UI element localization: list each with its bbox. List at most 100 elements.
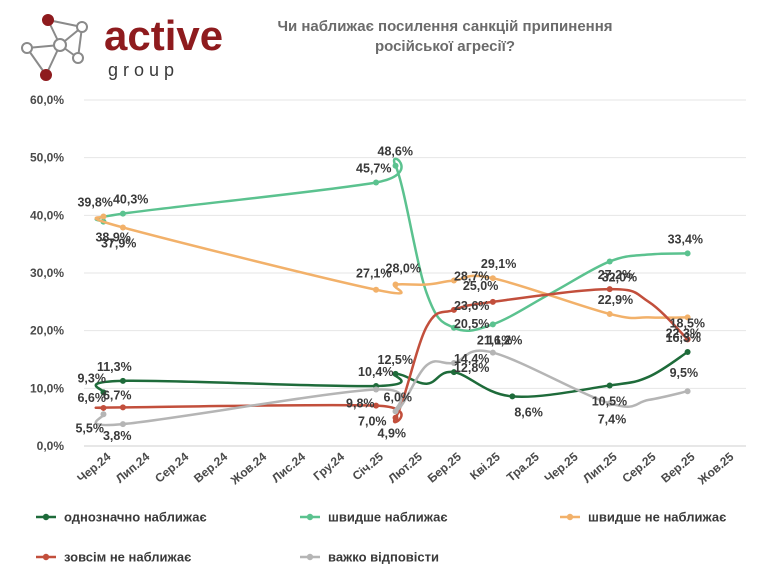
data-point [100,411,107,418]
data-point [373,286,380,293]
data-label: 8,6% [514,405,543,419]
x-tick-label: Жов.25 [694,449,736,488]
series-line [94,350,689,399]
x-tick-label: Сер.25 [619,449,658,485]
data-label: 6,7% [103,388,132,402]
y-tick-label: 30,0% [30,266,64,280]
data-point [606,286,613,293]
x-tick-label: Гру.24 [311,449,348,483]
data-label: 9,8% [346,396,375,410]
data-point [119,404,126,411]
x-tick-label: Вер.24 [191,449,230,485]
data-point [606,382,613,389]
x-tick-label: Лис.24 [269,449,308,485]
legend-marker [42,513,50,521]
data-label: 40,3% [113,193,148,207]
data-point [509,393,516,400]
data-label: 22,3% [666,326,701,340]
legend-marker [306,553,314,561]
data-label: 28,7% [454,269,489,283]
data-label: 29,1% [481,257,516,271]
data-point [606,258,613,265]
x-tick-label: Чер.24 [74,449,113,485]
data-point [119,377,126,384]
legend-label: швидше не наближає [588,510,726,525]
data-label: 16,3% [666,331,701,345]
data-label: 9,5% [670,366,699,380]
data-point [392,414,399,421]
data-label: 4,9% [378,427,407,441]
data-label: 7,4% [598,412,627,426]
data-label: 6,6% [77,391,106,405]
data-label: 18,5% [670,316,705,330]
series-line [94,215,688,320]
series-line [94,349,688,427]
data-label: 7,0% [358,415,387,429]
data-label: 12,5% [378,353,413,367]
x-tick-label: Січ.25 [350,449,387,483]
x-tick-label: Лип.24 [113,449,153,485]
data-label: 37,9% [101,236,136,250]
data-point [392,281,399,288]
data-label: 25,0% [463,279,498,293]
data-label: 20,5% [454,317,489,331]
chart-title-line-1: Чи наближає посилення санкцій припинення [277,18,612,35]
data-label: 39,8% [77,195,112,209]
data-label: 16,2% [487,334,522,348]
y-axis-ticks: 0,0% 10,0% 20,0% 30,0% 40,0% 50,0% 60,0% [30,93,64,453]
data-point [119,421,126,428]
data-point [489,321,496,328]
legend-label: важко відповісти [328,550,439,565]
y-tick-label: 10,0% [30,381,64,395]
data-point [684,349,691,356]
y-tick-label: 50,0% [30,151,64,165]
data-label: 32,0% [602,270,637,284]
logo-word: active [104,12,223,59]
series-lines [94,157,691,428]
y-tick-label: 60,0% [30,93,64,107]
data-point [119,224,126,231]
data-label: 11,3% [97,360,132,374]
data-point [100,404,107,411]
data-label: 45,7% [356,161,391,175]
x-tick-label: Сер.24 [152,449,191,485]
data-point [489,349,496,356]
data-label: 12,8% [454,361,489,375]
x-tick-label: Лют.25 [385,449,425,486]
data-point [489,275,496,282]
data-label: 38,9% [95,231,130,245]
data-point [373,179,380,186]
data-label: 10,5% [592,394,627,408]
logo: active g r o u p [21,12,223,81]
legend-marker [306,513,314,521]
logo-sub: g r o u p [108,60,174,80]
y-tick-label: 0,0% [37,439,65,453]
data-point [100,213,107,220]
gridlines [84,99,746,447]
data-point [684,250,691,257]
data-label: 28,0% [386,262,421,276]
data-point [450,324,457,331]
x-tick-label: Вер.25 [658,449,697,485]
x-tick-label: Чер.25 [542,449,581,485]
data-point [606,310,613,317]
data-label: 48,6% [378,145,413,159]
x-tick-label: Кві.25 [467,449,503,482]
legend-label: однозначно наближає [64,510,207,525]
data-label: 6,0% [384,390,413,404]
data-label: 9,3% [77,371,106,385]
data-label: 23,6% [454,299,489,313]
data-label: 27,2% [598,268,633,282]
data-label: 27,1% [356,267,391,281]
data-labels: 9,3%11,3% 10,4%12,5% 12,8% 8,6% 10,5% 16,3% 38… [75,145,705,443]
legend-label: швидше наближає [328,510,448,525]
data-label: 22,9% [598,293,633,307]
x-tick-label: Бер.25 [425,449,464,485]
data-point [450,359,457,366]
legend: однозначно наближає швидше наближає швидше… [36,510,726,565]
data-point [392,162,399,169]
data-point [450,306,457,313]
data-point [100,389,107,396]
